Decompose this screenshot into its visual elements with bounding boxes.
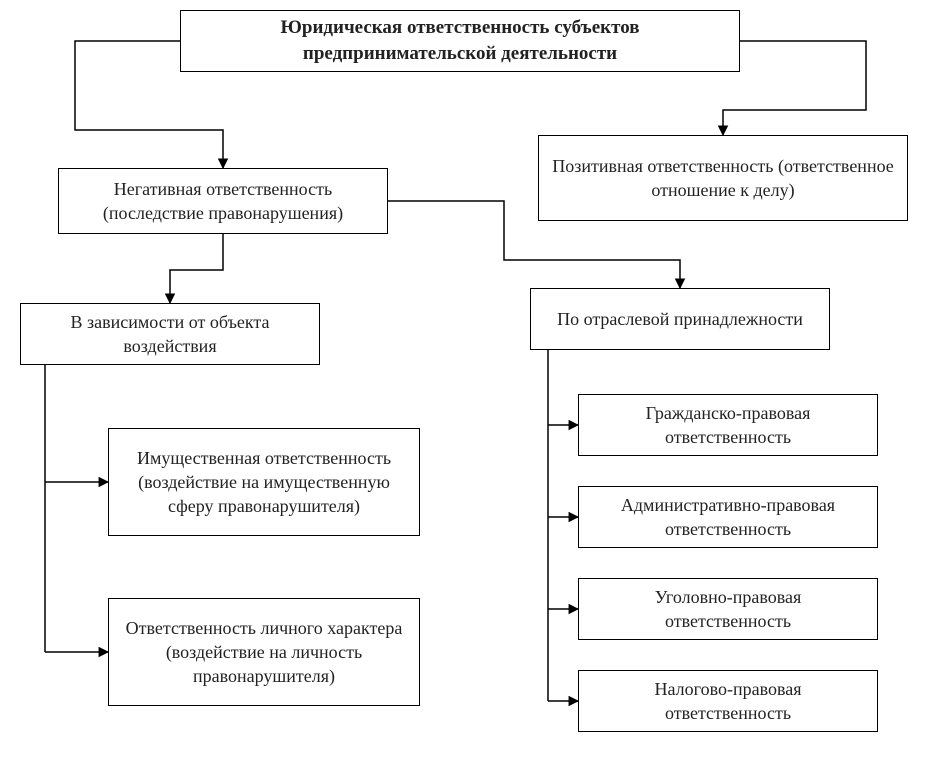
node-positive: Позитивная ответственность (ответственно… — [538, 135, 908, 221]
node-by-object: В зависимости от объекта воздействия — [20, 303, 320, 365]
node-property-label: Имущественная ответственность (воздейств… — [121, 446, 407, 519]
node-by-branch-label: По отраслевой принадлежности — [557, 307, 803, 331]
node-personal-label: Ответственность личного характера (возде… — [121, 616, 407, 689]
node-by-branch: По отраслевой принадлежности — [530, 288, 830, 350]
node-positive-label: Позитивная ответственность (ответственно… — [551, 154, 895, 203]
edge-root-to-positive — [723, 41, 866, 135]
node-civil: Гражданско-правовая ответственность — [578, 394, 878, 456]
node-root: Юридическая ответственность субъектов пр… — [180, 10, 740, 72]
node-negative: Негативная ответственность (последствие … — [58, 168, 388, 234]
node-civil-label: Гражданско-правовая ответственность — [591, 401, 865, 450]
node-property: Имущественная ответственность (воздейств… — [108, 428, 420, 536]
node-negative-label: Негативная ответственность (последствие … — [71, 177, 375, 226]
edge-negative-to-byobject — [170, 234, 223, 303]
node-by-object-label: В зависимости от объекта воздействия — [33, 310, 307, 359]
node-admin: Административно-правовая ответственность — [578, 486, 878, 548]
node-admin-label: Административно-правовая ответственность — [591, 493, 865, 542]
node-tax-label: Налогово-правовая ответственность — [591, 677, 865, 726]
node-tax: Налогово-правовая ответственность — [578, 670, 878, 732]
node-root-label: Юридическая ответственность субъектов пр… — [193, 15, 727, 66]
node-criminal: Уголовно-правовая ответственность — [578, 578, 878, 640]
node-personal: Ответственность личного характера (возде… — [108, 598, 420, 706]
node-criminal-label: Уголовно-правовая ответственность — [591, 585, 865, 634]
